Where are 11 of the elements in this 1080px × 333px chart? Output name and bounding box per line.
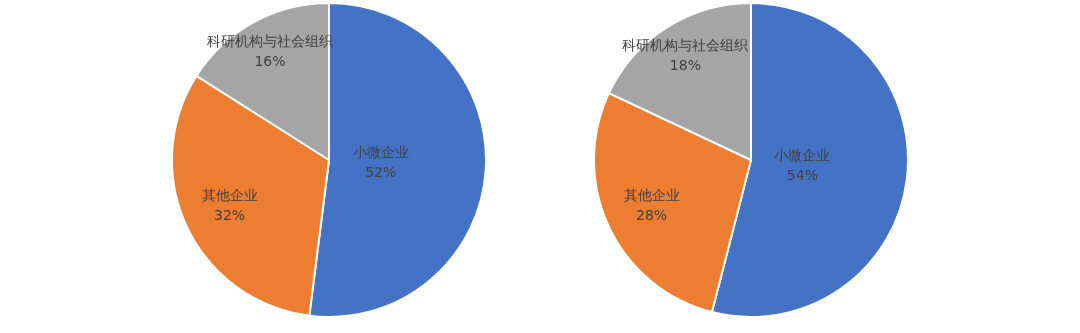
data-label: 32% [214,207,246,224]
data-label: 54% [786,167,818,184]
data-label: 28% [636,207,668,224]
slice-label: 科研机构与社会组织 [622,37,749,54]
slice-label: 小微企业 [352,143,409,160]
slice-label: 小微企业 [774,147,831,164]
data-label: 18% [669,57,701,74]
slice-label: 其他企业 [623,187,680,204]
data-label: 16% [254,53,286,70]
data-label: 52% [365,163,397,180]
slice-label: 其他企业 [201,187,258,204]
